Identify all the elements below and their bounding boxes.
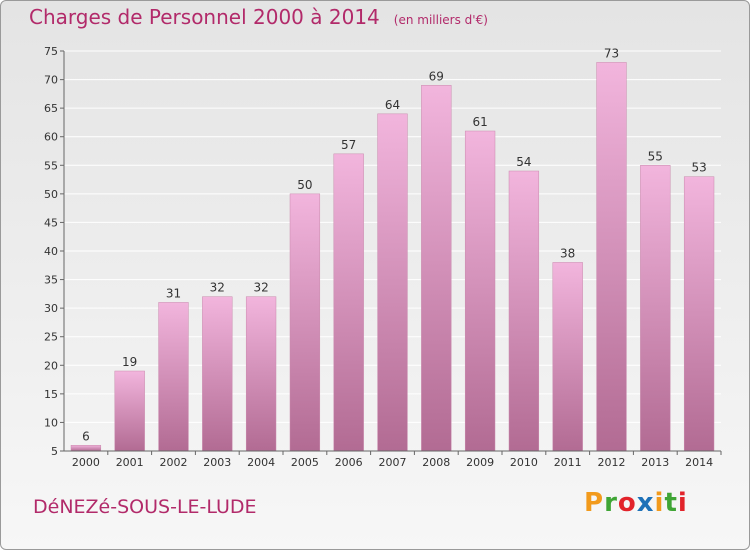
x-tick-label: 2012 — [598, 456, 626, 469]
x-tick-label: 2013 — [641, 456, 669, 469]
bar — [421, 85, 452, 452]
x-tick-label: 2011 — [554, 456, 582, 469]
y-tick-label: 30 — [44, 302, 58, 315]
x-tick-label: 2004 — [247, 456, 275, 469]
bar — [508, 170, 540, 452]
x-tick-label: 2005 — [291, 456, 319, 469]
title-text: Charges de Personnel 2000 à 2014 — [29, 5, 380, 29]
x-tick-label: 2007 — [379, 456, 407, 469]
value-label: 61 — [472, 115, 487, 129]
x-tick-label: 2001 — [116, 456, 144, 469]
value-label: 53 — [691, 161, 706, 175]
bar — [70, 445, 102, 452]
bar — [683, 176, 715, 452]
y-tick-label: 10 — [44, 416, 58, 429]
value-label: 50 — [297, 178, 312, 192]
y-tick-label: 50 — [44, 188, 58, 201]
logo-letter: i — [677, 488, 688, 518]
bar — [333, 153, 364, 452]
commune-name: DéNEZé-SOUS-LE-LUDE — [33, 496, 257, 518]
y-tick-label: 15 — [44, 388, 58, 401]
logo-letter: o — [617, 488, 637, 518]
proxiti-logo: Proxiti — [584, 488, 688, 518]
x-tick-label: 2002 — [160, 456, 188, 469]
bar — [114, 370, 145, 452]
bar — [289, 193, 321, 452]
logo-letter: t — [664, 488, 678, 518]
x-tick-label: 2003 — [203, 456, 231, 469]
value-label: 19 — [122, 355, 137, 369]
y-tick-label: 55 — [44, 159, 58, 172]
y-tick-label: 40 — [44, 245, 58, 258]
value-label: 73 — [604, 46, 619, 60]
logo-letter: r — [604, 488, 618, 518]
value-label: 31 — [166, 286, 181, 300]
chart-title: Charges de Personnel 2000 à 2014 (en mill… — [29, 5, 488, 29]
logo-letter: x — [636, 488, 655, 518]
x-tick-label: 2010 — [510, 456, 538, 469]
bar — [158, 302, 189, 452]
value-label: 64 — [385, 98, 400, 112]
x-tick-label: 2014 — [685, 456, 713, 469]
bar — [202, 296, 233, 452]
bar — [245, 296, 277, 452]
y-tick-label: 60 — [44, 131, 58, 144]
y-tick-label: 75 — [44, 45, 58, 58]
value-labels: 6 19 31 32 32 50 57 64 69 61 54 38 73 55 53 — [82, 46, 707, 443]
bar — [552, 262, 583, 452]
chart-subtitle: (en milliers d'€) — [393, 13, 488, 27]
bars — [70, 62, 715, 452]
x-tick-label: 2000 — [72, 456, 100, 469]
value-label: 69 — [429, 69, 444, 83]
x-tick-label: 2008 — [422, 456, 450, 469]
y-tick-label: 45 — [44, 216, 58, 229]
bar — [640, 165, 671, 452]
value-label: 32 — [253, 281, 268, 295]
value-label: 55 — [648, 149, 663, 163]
y-tick-label: 35 — [44, 274, 58, 287]
value-label: 57 — [341, 138, 356, 152]
logo-letter: i — [654, 488, 665, 518]
y-tick-label: 25 — [44, 331, 58, 344]
bar — [596, 62, 627, 452]
bar — [464, 130, 496, 452]
value-label: 54 — [516, 155, 531, 169]
x-tick-label: 2006 — [335, 456, 363, 469]
y-tick-label: 70 — [44, 74, 58, 87]
y-tick-label: 5 — [51, 445, 58, 458]
y-tick-label: 20 — [44, 359, 58, 372]
logo-letter: P — [584, 488, 605, 518]
bar — [377, 113, 408, 452]
value-label: 32 — [210, 281, 225, 295]
y-tick-label: 65 — [44, 102, 58, 115]
y-axis: 5 10 15 20 25 30 35 40 45 50 55 60 65 70 75 — [44, 45, 65, 458]
value-label: 6 — [82, 429, 90, 443]
value-label: 38 — [560, 246, 575, 260]
x-tick-label: 2009 — [466, 456, 494, 469]
x-axis: 2000 2001 2002 2003 2004 2005 2006 2007 2008 2009… — [64, 450, 722, 469]
